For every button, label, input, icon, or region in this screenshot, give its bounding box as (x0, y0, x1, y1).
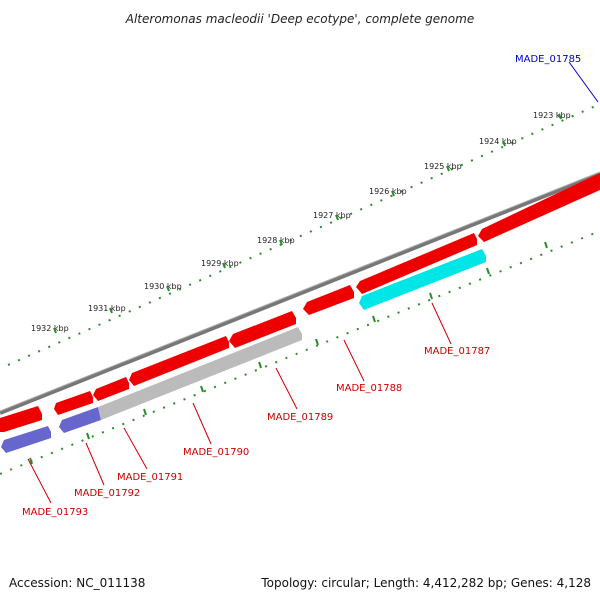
major-tick (446, 165, 450, 172)
reverse-genes (1, 249, 486, 453)
leader-line (431, 302, 452, 345)
major-tick (486, 267, 490, 275)
accession-text: Accession: NC_011138 (9, 576, 146, 590)
inner-tick-track (0, 230, 600, 475)
major-tick (315, 338, 319, 346)
gene-hypothetical-mid[interactable] (59, 407, 101, 433)
gene-made-01787[interactable] (356, 233, 477, 294)
gene-made-01793[interactable] (0, 406, 42, 432)
major-tick (29, 457, 33, 465)
backbone-highlight (0, 171, 600, 412)
tick-label: 1932 kbp (31, 324, 69, 333)
major-tick (429, 292, 433, 300)
gene-made-01792[interactable] (54, 391, 93, 415)
leader-line (275, 367, 298, 410)
gene-rna[interactable] (359, 249, 486, 310)
major-tick (109, 307, 113, 314)
tick-label: 1931 kbp (88, 304, 126, 313)
major-tick (502, 140, 506, 147)
leader-line (123, 427, 148, 470)
leader-line (85, 442, 105, 486)
gene-label[interactable]: MADE_01785 (515, 54, 581, 65)
forward-genes (0, 173, 600, 432)
outer-major-ticks (53, 113, 562, 334)
major-tick (391, 190, 395, 197)
gene-label[interactable]: MADE_01791 (117, 472, 183, 483)
major-tick (200, 385, 204, 393)
tick-labels: 1923 kbp 1924 kbp 1925 kbp 1926 kbp 1927… (31, 111, 571, 333)
major-tick (53, 327, 57, 334)
gene-label[interactable]: MADE_01787 (424, 346, 490, 357)
gene-label[interactable]: MADE_01790 (183, 447, 249, 458)
major-tick (544, 241, 548, 249)
leader-line (568, 61, 599, 103)
tick-label: 1928 kbp (257, 236, 295, 245)
major-tick (143, 408, 147, 416)
gene-made-01786[interactable] (478, 173, 600, 242)
gene-made-01788[interactable] (303, 285, 354, 315)
tick-label: 1927 kbp (313, 211, 351, 220)
tick-label: 1926 kbp (369, 187, 407, 196)
map-title: Alteromonas macleodii 'Deep ecotype', co… (125, 12, 474, 26)
gene-labels: MADE_01785 MADE_01787 MADE_01788 MADE_01… (22, 54, 581, 518)
major-tick (166, 285, 170, 292)
gene-pseudo[interactable] (98, 327, 302, 420)
tick-label: 1923 kbp (533, 111, 571, 120)
major-tick (279, 239, 283, 246)
gene-made-01789[interactable] (229, 311, 296, 348)
topology-summary-text: Topology: circular; Length: 4,412,282 bp… (261, 576, 591, 590)
backbone-line (0, 172, 600, 415)
gene-hypothetical-left[interactable] (1, 426, 51, 453)
major-tick (558, 113, 562, 120)
tick-label: 1924 kbp (479, 137, 517, 146)
gene-label[interactable]: MADE_01792 (74, 488, 140, 499)
tick-label: 1925 kbp (424, 162, 462, 171)
gene-made-01790[interactable] (129, 336, 229, 386)
gene-label[interactable]: MADE_01789 (267, 412, 333, 423)
gene-label[interactable]: MADE_01793 (22, 507, 88, 518)
gene-made-01791[interactable] (93, 377, 129, 401)
major-tick (372, 315, 376, 323)
gene-leader-lines (27, 61, 599, 504)
outer-tick-dots (7, 103, 600, 366)
gene-label[interactable]: MADE_01788 (336, 383, 402, 394)
major-tick (222, 262, 226, 269)
outer-tick-track (7, 103, 600, 366)
major-tick (335, 214, 339, 221)
inner-tick-dots (0, 230, 600, 475)
major-tick (86, 432, 90, 440)
tick-label: 1929 kbp (201, 259, 239, 268)
backbone (0, 171, 600, 415)
inner-major-ticks (29, 241, 548, 465)
tick-label: 1930 kbp (144, 282, 182, 291)
major-tick (258, 361, 262, 369)
leader-line (192, 402, 212, 445)
leader-line (343, 339, 365, 382)
leader-line (27, 458, 52, 504)
